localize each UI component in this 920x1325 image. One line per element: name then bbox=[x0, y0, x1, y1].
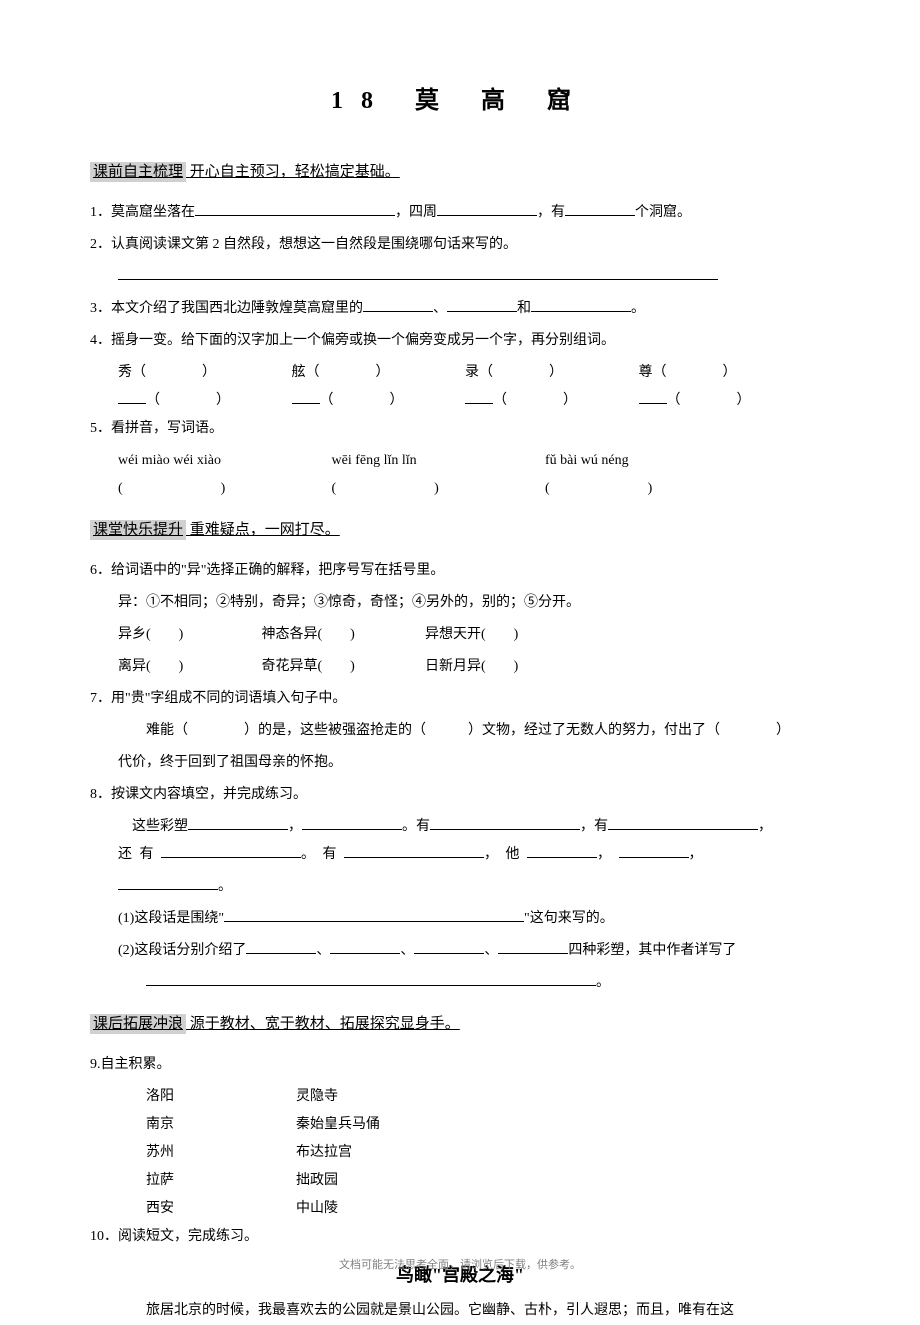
question-9: 9.自主积累。 bbox=[90, 1051, 830, 1079]
question-3: 3．本文介绍了我国西北边陲敦煌莫高窟里的、和。 bbox=[90, 295, 830, 323]
question-6-row2: 离异( ) 奇花异草( ) 日新月异( ) bbox=[90, 653, 830, 681]
question-4-blanks: （ ） （ ） （ ） （ ） bbox=[90, 387, 830, 415]
document-title: 18 莫 高 窟 bbox=[90, 80, 830, 115]
question-2-blank bbox=[90, 263, 830, 291]
section-3-header: 课后拓展冲浪 源于教材、宽于教材、拓展探究显身手。 bbox=[90, 1012, 830, 1033]
blank bbox=[565, 200, 635, 216]
question-8-fill3: 。 bbox=[90, 873, 830, 901]
question-6-row1: 异乡( ) 神态各异( ) 异想天开( ) bbox=[90, 621, 830, 649]
question-5: 5．看拼音，写词语。 bbox=[90, 415, 830, 443]
match-row-1: 南京秦始皇兵马俑 bbox=[90, 1111, 830, 1139]
question-7-sentence-b: 代价，终于回到了祖国母亲的怀抱。 bbox=[90, 749, 830, 777]
match-row-0: 洛阳灵隐寺 bbox=[90, 1083, 830, 1111]
question-8-fill2: 还 有 。 有 ， 他 ， ， bbox=[90, 841, 830, 869]
blank bbox=[531, 296, 631, 312]
question-8-sub2-tail: 。 bbox=[90, 969, 830, 997]
question-2: 2．认真阅读课文第 2 自然段，想想这一自然段是围绕哪句话来写的。 bbox=[90, 231, 830, 259]
section-2-label: 课堂快乐提升 bbox=[90, 520, 186, 540]
blank bbox=[195, 200, 395, 216]
question-8-fill1: 这些彩塑，。有，有， bbox=[90, 813, 830, 841]
section-1-subtitle: 开心自主预习，轻松搞定基础。 bbox=[186, 164, 400, 180]
question-4-chars: 秀（ ） 舷（ ） 录（ ） 尊（ ） bbox=[90, 359, 830, 387]
question-6: 6．给词语中的"异"选择正确的解释，把序号写在括号里。 bbox=[90, 557, 830, 585]
section-2-subtitle: 重难疑点，一网打尽。 bbox=[186, 522, 340, 538]
question-5-pinyin: wéi miào wéi xiào wēi fēng lǐn lǐn fǔ bà… bbox=[90, 447, 830, 475]
reading-para: 旅居北京的时候，我最喜欢去的公园就是景山公园。它幽静、古朴，引人遐思；而且，唯有… bbox=[90, 1297, 830, 1325]
blank bbox=[437, 200, 537, 216]
blank bbox=[363, 296, 433, 312]
section-3-label: 课后拓展冲浪 bbox=[90, 1014, 186, 1034]
section-1-header: 课前自主梳理 开心自主预习，轻松搞定基础。 bbox=[90, 160, 830, 181]
blank bbox=[118, 264, 718, 280]
question-4: 4．摇身一变。给下面的汉字加上一个偏旁或换一个偏旁变成另一个字，再分别组词。 bbox=[90, 327, 830, 355]
question-8: 8．按课文内容填空，并完成练习。 bbox=[90, 781, 830, 809]
section-2-header: 课堂快乐提升 重难疑点，一网打尽。 bbox=[90, 518, 830, 539]
question-6-def: 异：①不相同；②特别，奇异；③惊奇，奇怪；④另外的，别的；⑤分开。 bbox=[90, 589, 830, 617]
question-10: 10．阅读短文，完成练习。 bbox=[90, 1223, 830, 1251]
question-7: 7．用"贵"字组成不同的词语填入句子中。 bbox=[90, 685, 830, 713]
blank bbox=[447, 296, 517, 312]
page-footer: 文档可能无法思考全面，请浏览后下载，供参考。 bbox=[0, 1256, 920, 1272]
question-7-sentence: 难能（ ）的是，这些被强盗抢走的（ ）文物，经过了无数人的努力，付出了（ ） bbox=[90, 717, 830, 745]
section-1-label: 课前自主梳理 bbox=[90, 162, 186, 182]
match-row-3: 拉萨拙政园 bbox=[90, 1167, 830, 1195]
question-8-sub1: (1)这段话是围绕""这句来写的。 bbox=[90, 905, 830, 933]
question-5-parens: ( ) ( ) ( ) bbox=[90, 475, 830, 503]
question-8-sub2: (2)这段话分别介绍了、、、四种彩塑，其中作者详写了 bbox=[90, 937, 830, 965]
match-row-2: 苏州布达拉宫 bbox=[90, 1139, 830, 1167]
question-1: 1．莫高窟坐落在，四周，有个洞窟。 bbox=[90, 199, 830, 227]
match-row-4: 西安中山陵 bbox=[90, 1195, 830, 1223]
section-3-subtitle: 源于教材、宽于教材、拓展探究显身手。 bbox=[186, 1016, 460, 1032]
